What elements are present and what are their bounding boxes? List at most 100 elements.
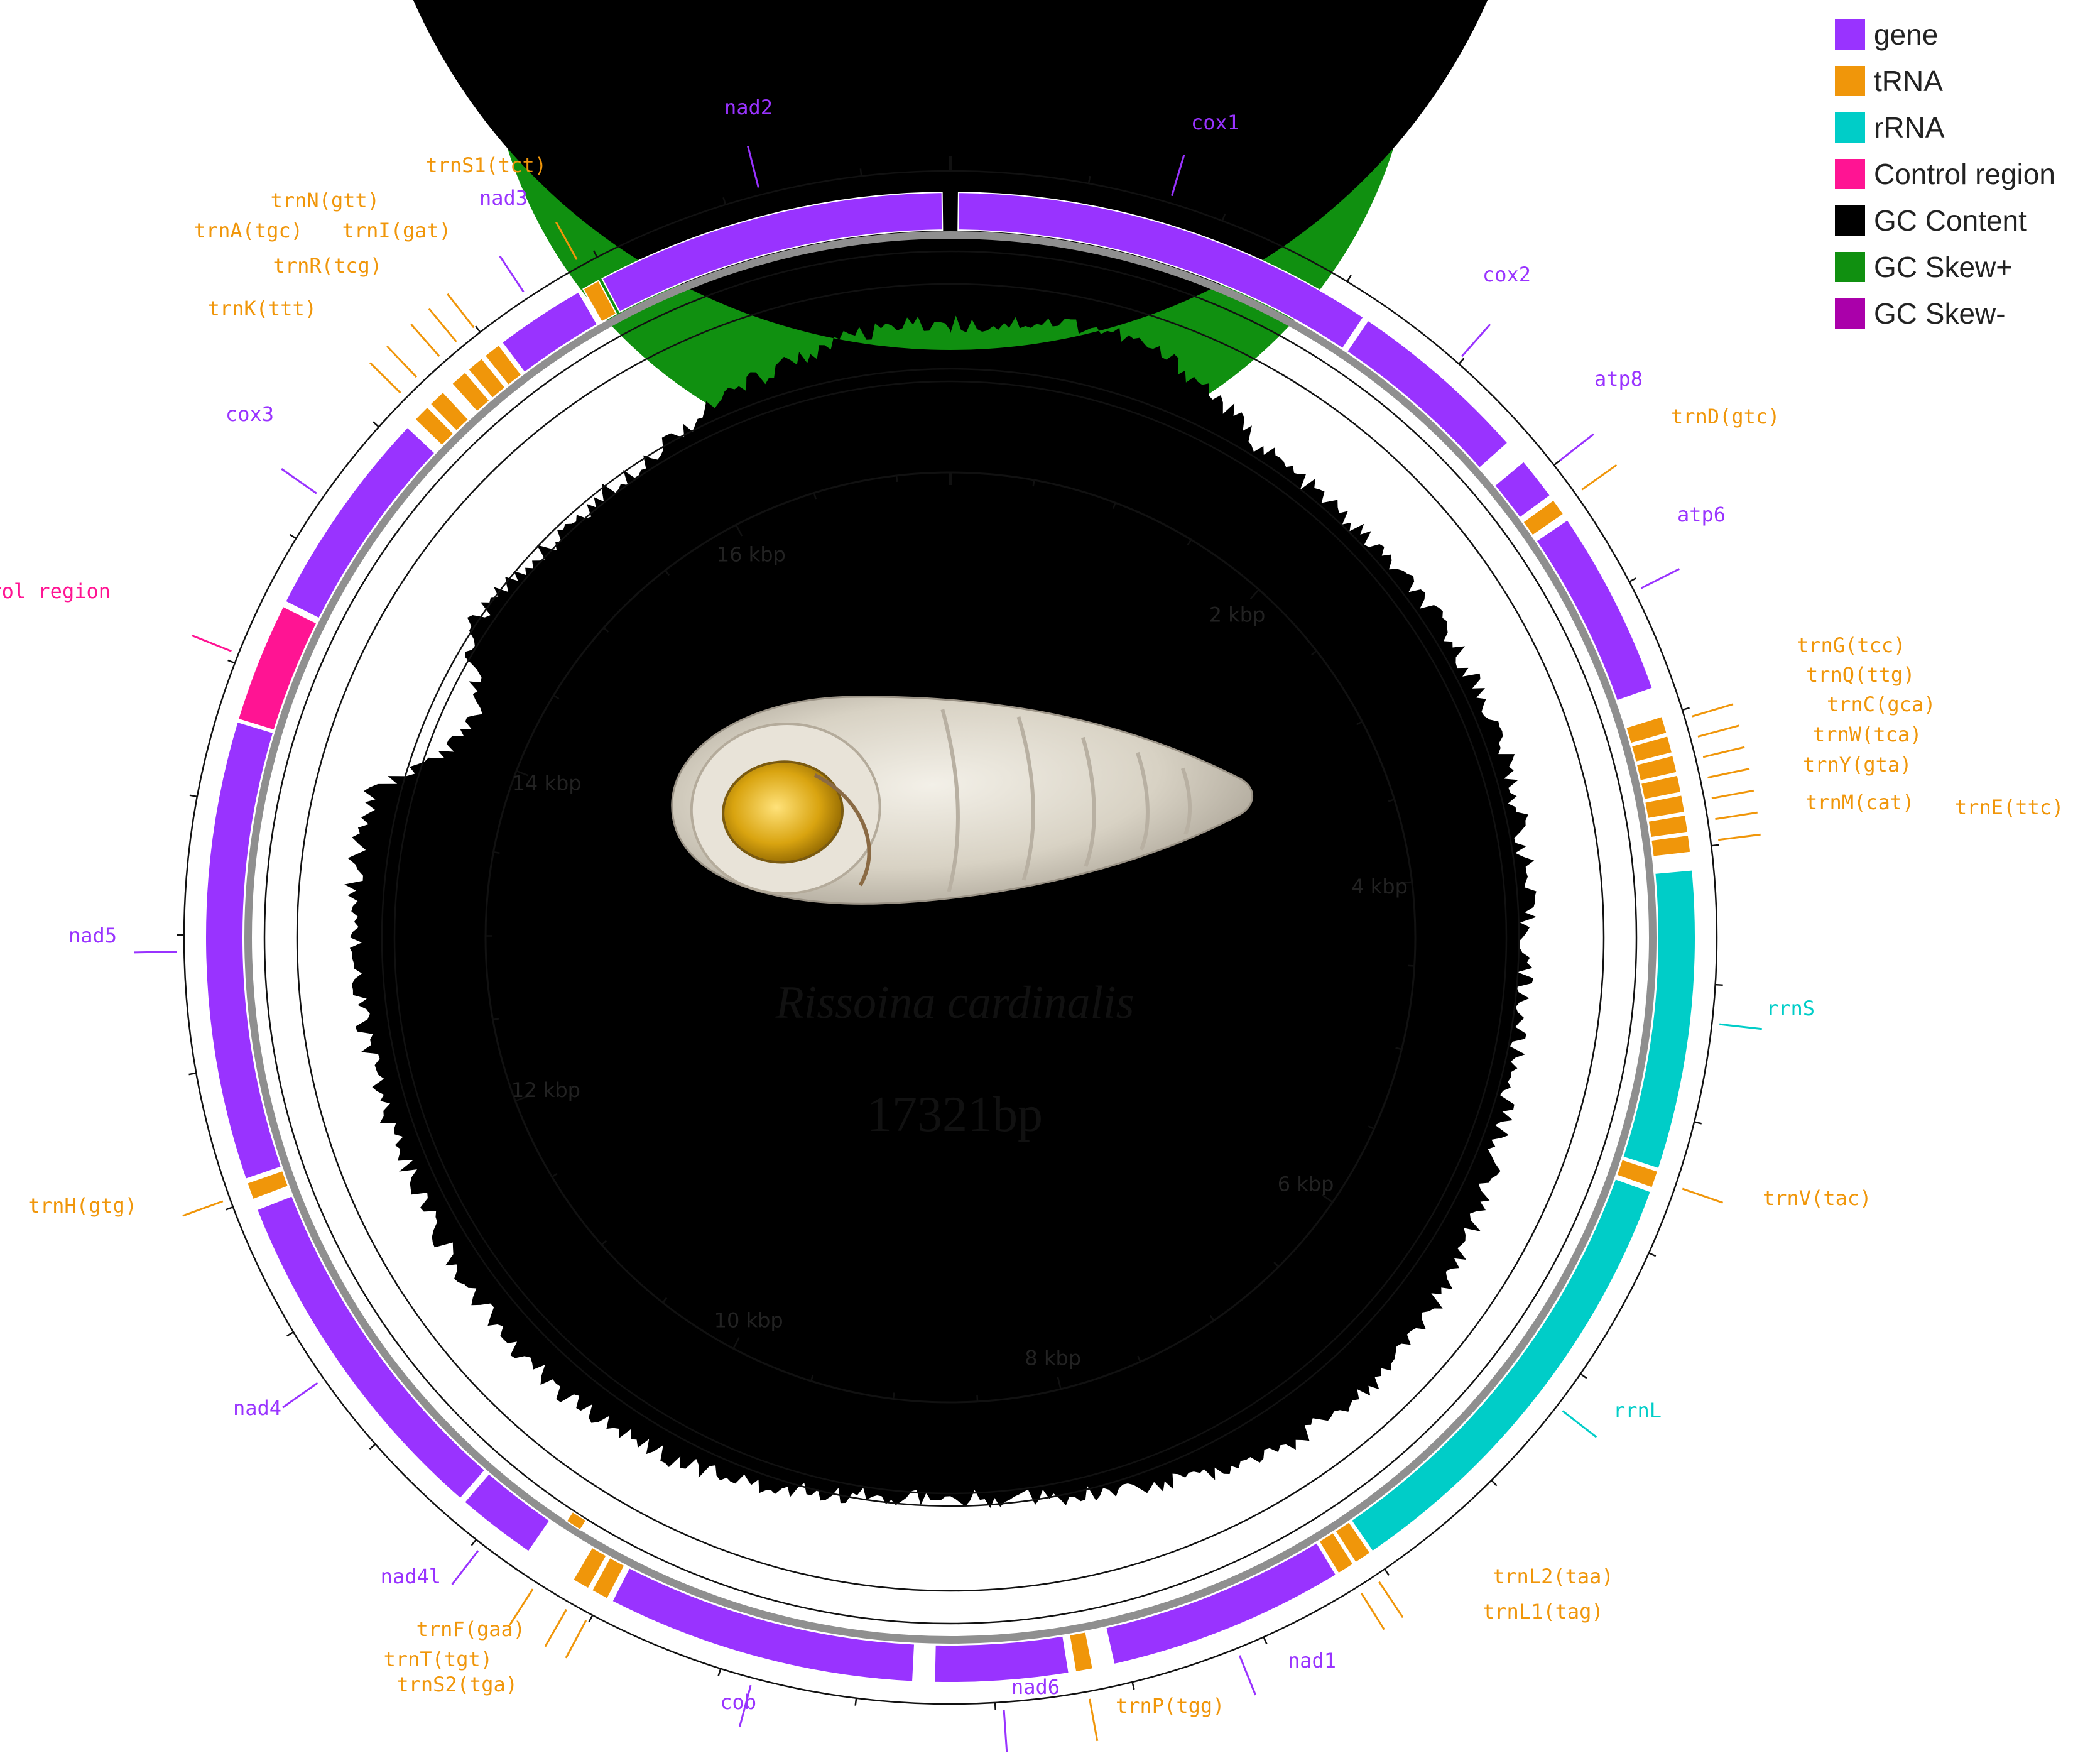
feature-cox2 xyxy=(1346,319,1509,469)
backbone-ring xyxy=(244,231,1657,1644)
tick-label: 8 kbp xyxy=(1025,1346,1081,1370)
feature-label: nad3 xyxy=(479,186,528,210)
feature-trna-tgc xyxy=(450,371,491,413)
outer-tick xyxy=(592,250,598,258)
feature-label: trnC(gca) xyxy=(1827,692,1935,716)
inner-tick xyxy=(1322,1194,1334,1203)
feature-trnl2-taa xyxy=(1334,1521,1371,1564)
ring-outline xyxy=(296,283,1605,1592)
outer-tick xyxy=(286,1331,294,1337)
leader-line xyxy=(1581,464,1618,491)
outer-tick xyxy=(289,533,297,540)
tick-label: 4 kbp xyxy=(1351,875,1408,898)
outer-tick xyxy=(1629,577,1636,582)
leader-line xyxy=(1559,433,1594,462)
feature-label: trnA(tgc) xyxy=(194,219,303,243)
legend-item-gene: gene xyxy=(1835,11,2055,58)
leader-line xyxy=(182,1200,224,1217)
leader-line xyxy=(1640,568,1680,589)
leader-line xyxy=(369,362,401,394)
leader-line xyxy=(191,634,232,652)
outer-tick xyxy=(994,1702,996,1710)
feature-label: nad4l xyxy=(381,1564,441,1588)
tick-label: 16 kbp xyxy=(717,542,786,566)
feature-label: trnW(tca) xyxy=(1813,723,1922,746)
feature-label: trnG(tcc) xyxy=(1797,633,1905,657)
feature-label: trnR(tcg) xyxy=(273,254,382,278)
tick-label: 10 kbp xyxy=(714,1308,783,1332)
leader-line xyxy=(1711,789,1755,800)
legend-swatch xyxy=(1835,252,1865,282)
feature-label: cob xyxy=(720,1690,756,1714)
leader-line xyxy=(386,345,418,378)
legend-swatch xyxy=(1835,19,1865,50)
feature-control-region xyxy=(237,605,318,731)
leader-line xyxy=(1238,1655,1257,1696)
tick-label: 6 kbp xyxy=(1278,1172,1334,1196)
leader-line xyxy=(1707,768,1750,779)
outer-tick xyxy=(189,794,197,798)
outer-tick xyxy=(1221,213,1226,221)
inner-tick xyxy=(493,851,500,854)
outer-tick xyxy=(1491,1480,1498,1487)
feature-label: trnM(cat) xyxy=(1805,790,1914,814)
feature-trnm-cat xyxy=(1647,814,1689,839)
outer-tick xyxy=(1384,1568,1390,1576)
inner-tick xyxy=(735,524,743,537)
feature-label: trnY(gta) xyxy=(1803,753,1912,777)
feature-label: nad4 xyxy=(233,1396,281,1420)
inner-tick xyxy=(1356,721,1363,726)
leader-line xyxy=(555,221,578,260)
legend-item-trna: tRNA xyxy=(1835,58,2055,104)
feature-label: trnS2(tga) xyxy=(396,1673,518,1696)
legend-item-rrna: rRNA xyxy=(1835,104,2055,151)
feature-trnp-tgg xyxy=(1069,1631,1094,1673)
outer-tick xyxy=(1346,275,1352,282)
feature-label: trnE(ttc) xyxy=(1955,795,2064,819)
feature-label: trnF(gaa) xyxy=(416,1617,525,1641)
feature-trnk-ttt xyxy=(414,406,455,447)
inner-tick xyxy=(892,1392,895,1399)
inner-tick xyxy=(1311,650,1317,656)
legend-item-gc-content: GC Content xyxy=(1835,197,2055,244)
inner-tick xyxy=(1395,1047,1402,1051)
inner-tick xyxy=(514,1096,528,1102)
leader-line xyxy=(282,1382,318,1409)
feature-rrnl xyxy=(1350,1177,1652,1553)
feature-trnr-tcg xyxy=(429,391,470,432)
leader-line xyxy=(509,1588,534,1626)
inner-tick xyxy=(810,1375,814,1382)
feature-cox3 xyxy=(285,426,436,620)
leader-line xyxy=(1717,833,1761,841)
feature-label: nad5 xyxy=(68,924,117,947)
legend-label: GC Skew+ xyxy=(1874,251,2013,283)
feature-label: atp6 xyxy=(1677,503,1726,527)
feature-label: trnH(gtg) xyxy=(28,1194,137,1218)
leader-line xyxy=(281,468,317,494)
inner-tick xyxy=(732,1337,740,1349)
legend-swatch xyxy=(1835,66,1865,96)
feature-trns1-tct xyxy=(582,280,617,323)
feature-trnt-tgt xyxy=(572,1546,607,1590)
leader-line xyxy=(1692,703,1734,718)
leader-line xyxy=(447,293,475,329)
legend-swatch xyxy=(1835,298,1865,329)
outer-tick xyxy=(1553,459,1561,466)
feature-label: atp8 xyxy=(1594,367,1643,391)
legend-item-gc-skew-plus: GC Skew+ xyxy=(1835,244,2055,290)
feature-trnh-gtg xyxy=(246,1169,290,1201)
feature-rrns xyxy=(1622,869,1696,1170)
shell-image xyxy=(671,696,1254,905)
outer-tick xyxy=(1131,1681,1135,1690)
outer-tick xyxy=(1682,707,1690,711)
feature-trnd-gtc xyxy=(1522,499,1565,537)
leader-line xyxy=(1715,811,1758,821)
leader-line xyxy=(410,323,440,357)
feature-label: trnK(ttt) xyxy=(208,297,317,320)
legend-item-control-region: Control region xyxy=(1835,151,2055,197)
outer-tick xyxy=(588,1615,594,1622)
feature-trnq-ttg xyxy=(1630,734,1673,763)
outer-tick xyxy=(1263,1636,1268,1644)
inner-tick xyxy=(1187,539,1192,546)
